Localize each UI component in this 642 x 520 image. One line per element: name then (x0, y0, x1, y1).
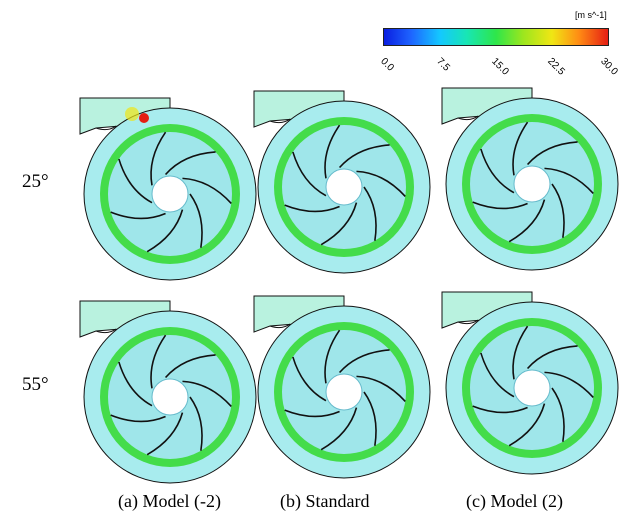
volute-tongue (95, 125, 117, 131)
panel-55-model-neg2 (79, 300, 257, 484)
row-label-25: 25° (22, 171, 49, 192)
impeller-hub (513, 165, 551, 203)
impeller-blade (338, 144, 390, 169)
impeller-blade (164, 354, 216, 379)
impeller-blade (189, 193, 203, 248)
volute-tongue (95, 328, 117, 334)
impeller-blade (292, 356, 327, 402)
impeller-blade (324, 124, 341, 179)
impeller-blade (150, 334, 167, 389)
impeller-blade (118, 361, 153, 407)
row-label-55: 55° (22, 374, 49, 395)
impeller-blade (480, 148, 515, 194)
impeller-hub (151, 378, 189, 416)
column-label-standard: (b) Standard (280, 491, 370, 511)
impeller-blade (472, 201, 528, 210)
impeller-blade (164, 151, 216, 176)
column-label-model-2: (c) Model (2) (466, 491, 563, 511)
impeller-blade (182, 380, 232, 407)
impeller-blade (150, 131, 167, 186)
volute-tongue (269, 118, 291, 124)
impeller-blade (526, 141, 578, 166)
impeller-hub (325, 168, 363, 206)
panel-55-standard (253, 295, 431, 479)
impeller-blade (324, 329, 341, 384)
impeller-blade (544, 167, 594, 194)
impeller-blade (512, 325, 529, 380)
impeller-blade (320, 202, 358, 246)
impeller-blade (512, 121, 529, 176)
impeller-blade (118, 158, 153, 204)
impeller-hub (513, 369, 551, 407)
impeller-blade (508, 199, 546, 243)
elevated-velocity-region (125, 107, 139, 121)
impeller-blade (544, 371, 594, 398)
impeller-blade (472, 405, 528, 414)
volute-tongue (457, 319, 479, 325)
panel-55-model-2 (441, 291, 619, 475)
impeller-blade (526, 345, 578, 370)
impeller-blade (146, 209, 184, 253)
impeller-blade (356, 375, 406, 402)
impeller-blade (480, 352, 515, 398)
impeller-blade (182, 177, 232, 204)
impeller-blade (338, 349, 390, 374)
panel-25-standard (253, 90, 431, 274)
colorbar-tick-3: 22.5 (545, 56, 567, 78)
impeller-blade (292, 151, 327, 197)
impeller-blade (356, 170, 406, 197)
impeller-blade (110, 211, 166, 220)
impeller-hub (151, 175, 189, 213)
panel-25-model-neg2 (79, 97, 257, 281)
colorbar-tick-1: 7.5 (434, 56, 452, 74)
impeller-blade (189, 396, 203, 451)
volute-tongue (269, 323, 291, 329)
colorbar-tick-4: 30.0 (598, 56, 620, 78)
impeller-blade (146, 412, 184, 456)
colorbar-tick-2: 15.0 (489, 56, 511, 78)
impeller-blade (110, 414, 166, 423)
colorbar-units: [m s^-1] (575, 10, 607, 20)
impeller-blade (320, 407, 358, 451)
column-label-model-neg2: (a) Model (-2) (118, 491, 221, 511)
impeller-blade (284, 409, 340, 418)
impeller-hub (325, 373, 363, 411)
high-velocity-spot (139, 113, 149, 123)
impeller-blade (508, 403, 546, 447)
impeller-blade (551, 387, 565, 442)
volute-tongue (457, 115, 479, 121)
impeller-blade (363, 391, 377, 446)
impeller-blade (551, 183, 565, 238)
panel-25-model-2 (441, 87, 619, 271)
impeller-blade (284, 204, 340, 213)
colorbar (383, 28, 609, 46)
colorbar-tick-0: 0.0 (378, 56, 396, 74)
impeller-blade (363, 186, 377, 241)
